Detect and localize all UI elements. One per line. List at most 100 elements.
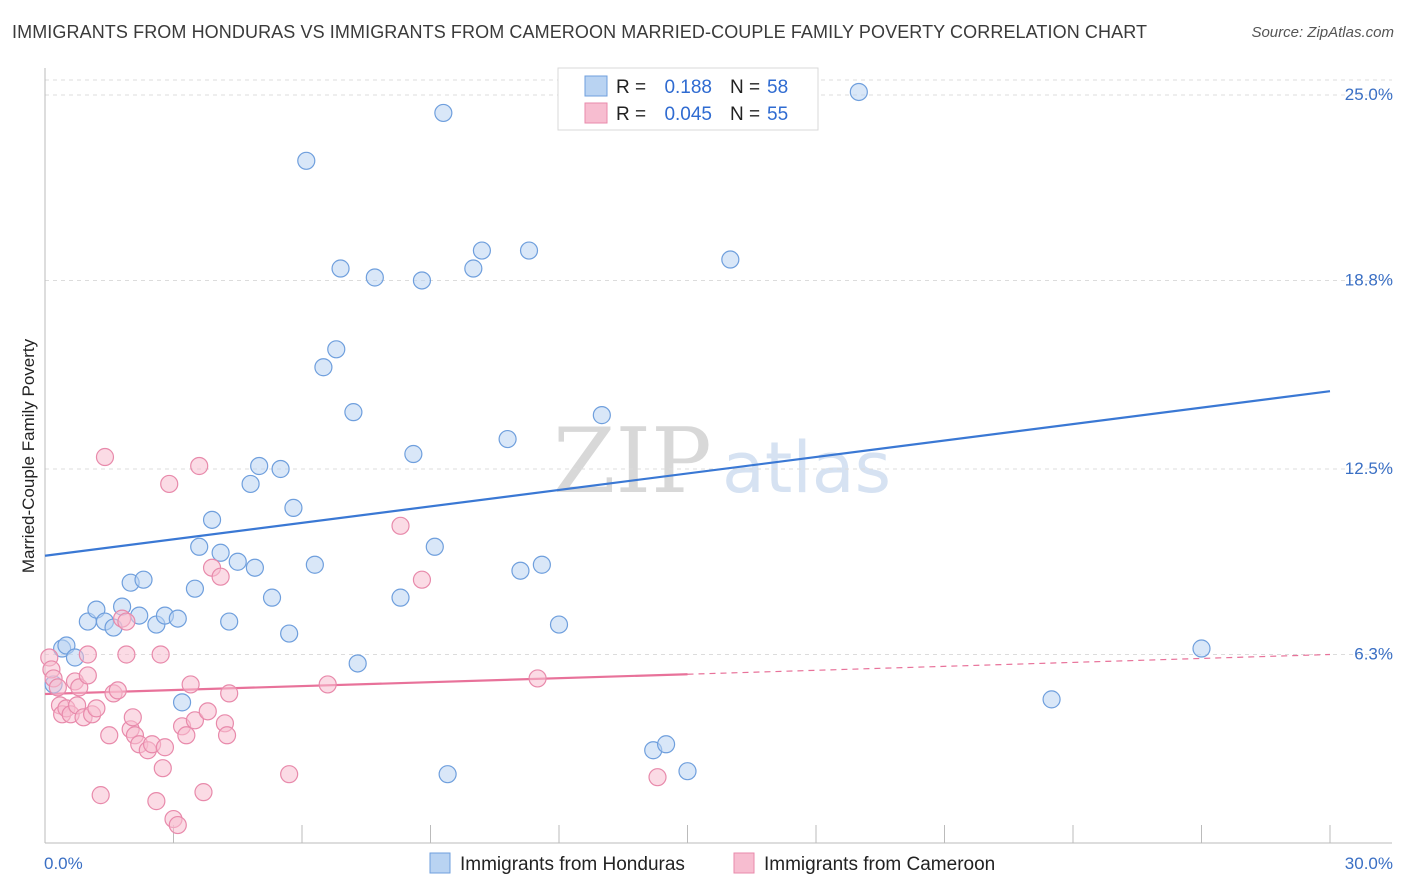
y-tick-label: 6.3% <box>1354 644 1393 663</box>
bottom-legend-swatch-cameroon <box>733 852 755 874</box>
cameroon-point <box>648 768 667 787</box>
cameroon-point <box>217 726 237 745</box>
honduras-point <box>327 340 346 359</box>
honduras-point <box>472 241 491 260</box>
cameroon-point <box>153 759 172 778</box>
honduras-point <box>190 537 209 556</box>
watermark-zip: ZIP <box>553 409 712 514</box>
honduras-point <box>519 241 539 260</box>
honduras-point <box>404 444 423 464</box>
cameroon-point <box>391 516 410 535</box>
honduras-point <box>185 579 205 598</box>
legend-n-value-cameroon: 55 <box>767 104 788 125</box>
honduras-point <box>656 735 676 754</box>
honduras-point <box>438 765 457 784</box>
honduras-point <box>297 151 316 170</box>
legend-n-label-cameroon: N = <box>730 104 760 125</box>
bottom-legend-label-honduras: Immigrants from Honduras <box>460 854 685 875</box>
cameroon-point <box>100 726 119 745</box>
watermark-atlas: atlas <box>722 427 891 509</box>
cameroon-point <box>190 456 209 476</box>
honduras-point <box>391 588 410 607</box>
axes <box>44 68 1392 844</box>
cameroon-point <box>194 783 213 802</box>
stats-legend: R = 0.188 N = 58 R = 0.045 N = 55 <box>557 67 819 131</box>
honduras-point <box>464 259 483 278</box>
honduras-point <box>434 103 453 123</box>
x-tick-label: 30.0% <box>1345 854 1393 873</box>
cameroon-point <box>95 447 115 467</box>
cameroon-point <box>181 675 200 694</box>
honduras-point <box>365 268 384 287</box>
honduras-point <box>168 609 187 628</box>
honduras-point <box>245 558 264 577</box>
cameroon-point <box>117 612 136 631</box>
cameroon-point <box>117 645 136 664</box>
cameroon-point <box>177 726 196 745</box>
honduras-point <box>331 259 350 278</box>
cameroon-point <box>78 666 97 685</box>
tick-labels: 6.3% 12.5% 18.8% 25.0% 0.0% 30.0% <box>44 85 1393 873</box>
honduras-point <box>228 552 247 571</box>
y-tick-label: 12.5% <box>1345 459 1393 478</box>
legend-r-label-cameroon: R = <box>616 104 646 125</box>
source-credit: Source: ZipAtlas.com <box>1251 24 1394 41</box>
y-tick-label: 25.0% <box>1345 85 1393 104</box>
honduras-point <box>211 543 230 562</box>
trend-lines <box>44 390 1331 696</box>
cameroon-point <box>151 645 170 664</box>
honduras-point <box>314 358 333 377</box>
honduras-point <box>241 474 260 494</box>
cameroon-point <box>211 567 230 586</box>
legend-swatch-cameroon <box>584 102 608 124</box>
cameroon-point <box>160 474 179 494</box>
trend-line-1 <box>44 673 688 696</box>
cameroon-point <box>220 684 239 703</box>
cameroon-point <box>48 678 67 697</box>
honduras-point <box>262 588 282 607</box>
data-points <box>40 82 1211 835</box>
honduras-point <box>678 762 697 781</box>
series-legend: Immigrants from Honduras Immigrants from… <box>429 852 995 875</box>
honduras-point <box>202 510 222 529</box>
honduras-point <box>305 555 324 574</box>
honduras-point <box>549 615 569 634</box>
cameroon-point <box>528 669 547 688</box>
cameroon-point <box>318 675 337 694</box>
legend-swatch-honduras <box>584 75 608 97</box>
legend-n-value-honduras: 58 <box>767 77 788 98</box>
legend-r-value-cameroon: 0.045 <box>664 104 712 125</box>
honduras-point <box>849 82 868 102</box>
cameroon-point <box>198 702 217 721</box>
legend-r-label-honduras: R = <box>616 77 646 98</box>
cameroon-point <box>123 708 142 727</box>
cameroon-point <box>91 786 110 805</box>
trend-line-dashed-1 <box>687 653 1331 675</box>
y-axis-label: Married-Couple Family Poverty <box>19 338 38 573</box>
bottom-legend-label-cameroon: Immigrants from Cameroon <box>764 854 995 875</box>
honduras-point <box>134 570 153 589</box>
cameroon-point <box>185 711 205 730</box>
cameroon-point <box>78 645 97 664</box>
honduras-point <box>592 406 611 425</box>
cameroon-point <box>412 570 432 589</box>
honduras-point <box>284 498 303 517</box>
x-tick-label: 0.0% <box>44 854 83 873</box>
cameroon-point <box>155 738 175 757</box>
honduras-point <box>220 612 239 631</box>
honduras-point <box>271 459 290 479</box>
cameroon-point <box>168 815 187 835</box>
cameroon-point <box>87 699 106 718</box>
honduras-point <box>172 693 192 712</box>
honduras-point <box>1192 639 1211 658</box>
honduras-point <box>250 456 269 476</box>
honduras-point <box>721 250 740 269</box>
honduras-point <box>280 624 299 643</box>
y-tick-label: 18.8% <box>1345 270 1393 289</box>
honduras-point <box>532 555 551 574</box>
honduras-point <box>511 561 530 580</box>
legend-r-value-honduras: 0.188 <box>664 77 712 98</box>
honduras-point <box>348 654 367 673</box>
trend-line-0 <box>44 390 1331 557</box>
